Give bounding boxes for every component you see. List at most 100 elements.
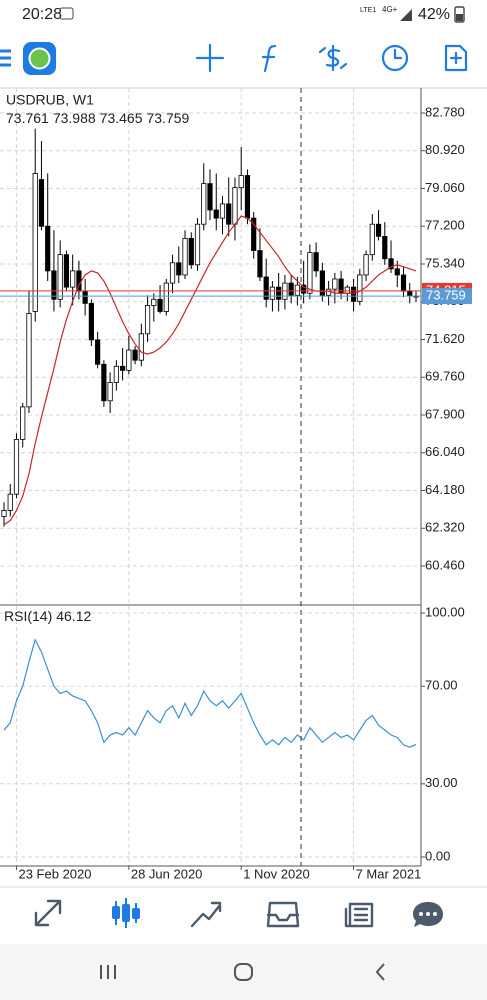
candle-body [407,290,413,297]
open-value: 73.761 [6,110,49,126]
history-tab-icon [266,901,300,928]
high-value: 73.988 [53,110,96,126]
trade-tab[interactable] [190,901,222,928]
y-tick-label: 69.760 [425,369,465,384]
history-tab[interactable] [266,901,300,928]
app-icon[interactable] [23,42,56,75]
recents-button[interactable] [100,965,116,979]
candle-body [344,286,350,294]
candle-body [257,250,263,278]
news-tab[interactable] [344,902,374,928]
indicators-button[interactable] [261,44,277,73]
close-value: 73.759 [146,110,189,126]
navigation-bar [0,944,487,1000]
history-button[interactable] [381,44,409,72]
home-button[interactable] [234,963,253,981]
y-tick-label: 79.060 [425,180,465,195]
chart-tab[interactable] [112,898,140,928]
y-tick-label: 80.920 [425,142,465,157]
bid-label: 73.759 [426,288,466,303]
candle-body [350,286,357,302]
rsi-label: RSI(14) 46.12 [4,608,91,624]
y-tick-label: 82.780 [425,104,465,119]
news-tab-icon [344,902,374,928]
chart-title: USDRUB, W1 [6,92,94,108]
back-button[interactable] [375,963,385,981]
candle-body [363,254,369,276]
candle-body [213,209,219,219]
candle-body [107,382,113,402]
candle-body [219,203,226,219]
candle-body [157,298,163,312]
clock-face [381,44,409,72]
candle-body [388,258,394,270]
candle-body [319,270,325,296]
chart-tab-candle [112,906,120,919]
quotes-icon [34,899,62,927]
battery-level [456,14,463,21]
chart [0,88,425,870]
candle-body [120,365,126,371]
candle-body [369,223,375,256]
rsi-line [3,638,417,748]
candle-body [276,286,282,300]
candle-body [51,270,57,300]
candle-body [70,270,76,288]
home-icon [234,963,253,981]
candle-body [251,217,257,251]
candle-body [163,282,169,312]
chat-dot [426,912,430,916]
y-tick-label: 66.040 [425,444,465,459]
candle-body [313,252,319,272]
status-time: 20:28 [22,6,62,23]
ohlc-line: 73.761 73.988 73.465 73.759 [6,110,190,126]
trade-button[interactable] [318,44,348,72]
candle-body [382,235,388,260]
y-tick-label: 30.00 [425,775,458,790]
menu-icon [0,49,11,67]
y-tick-label: 60.460 [425,557,465,572]
new-order-icon [444,44,468,72]
low-value: 73.465 [100,110,143,126]
candle-body [151,298,157,306]
candle-body [194,223,201,266]
chat-tab[interactable] [413,902,443,927]
candle-body [95,339,101,365]
moving-average [3,215,417,526]
candle-body [32,173,38,312]
y-tick-label: 0.00 [425,848,450,863]
candle-body [20,406,26,440]
recents-icon [100,965,116,979]
clock-hands [393,48,403,60]
candle-body [101,363,107,402]
crosshair-button[interactable] [195,43,225,73]
crosshair-icon [195,43,225,73]
status-battery: 42% [418,6,450,23]
x-tick-label: 28 Jun 2020 [131,866,203,881]
candle-body [176,262,182,276]
candle-body [269,286,276,300]
candle-body [332,278,338,290]
x-tick-label: 1 Nov 2020 [243,866,310,881]
y-tick-label: 64.180 [425,482,465,497]
new-order-button[interactable] [444,44,468,72]
candle-body [138,333,144,361]
y-tick-label: 67.900 [425,406,465,421]
candle-body [244,175,251,219]
quotes-tab[interactable] [34,899,62,927]
y-tick-label: 70.00 [425,678,458,693]
bid-label-box [422,288,472,305]
candle-body [132,349,138,361]
menu-button[interactable] [0,49,11,67]
chart-tab-candle [132,908,140,919]
app-icon-globe [28,47,51,70]
candle-body [394,268,400,276]
candle-body [375,223,382,237]
indicators-icon [261,44,277,73]
candle-body [201,183,207,225]
candle-body [288,282,294,296]
candle-body [232,187,238,225]
candle-body [207,183,213,211]
candle-body [13,438,20,495]
